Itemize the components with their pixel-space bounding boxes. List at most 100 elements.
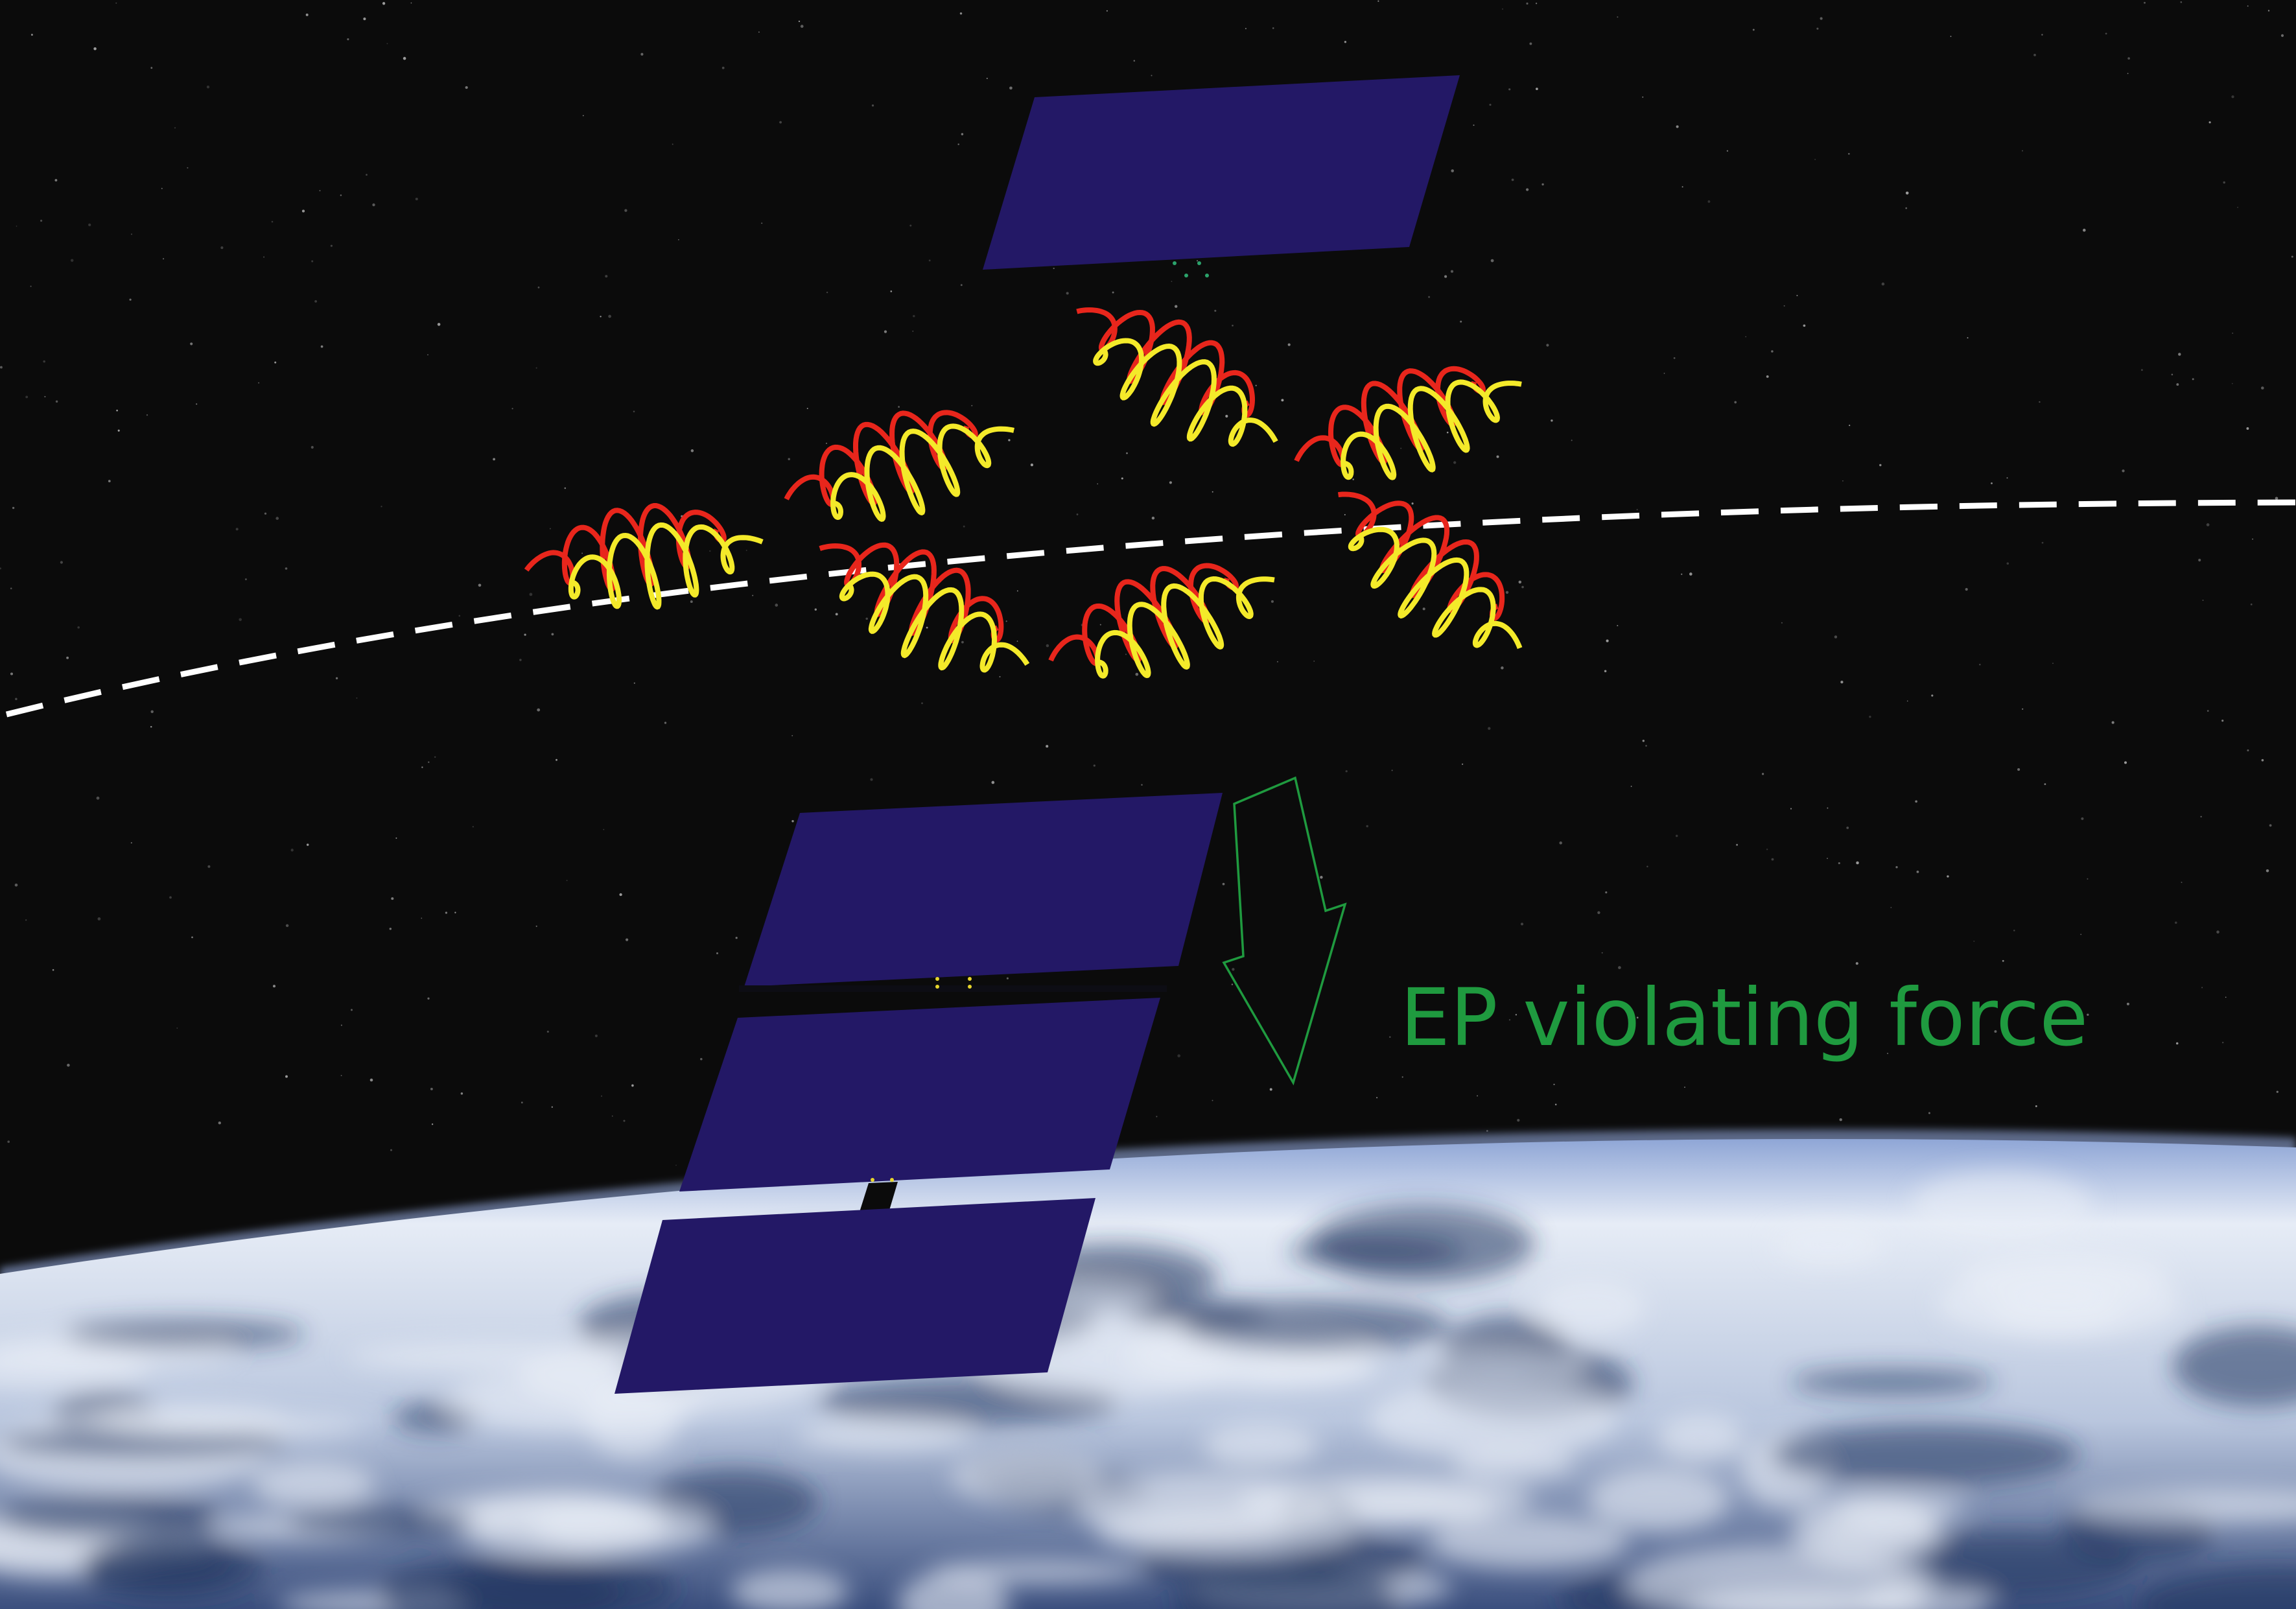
- star: [415, 197, 418, 201]
- star: [1515, 1014, 1517, 1016]
- star: [2006, 477, 2008, 479]
- star: [1006, 977, 1009, 980]
- star: [1734, 401, 1737, 404]
- star: [633, 410, 635, 413]
- star: [600, 1095, 603, 1097]
- star: [1151, 516, 1155, 520]
- star: [1066, 292, 1069, 295]
- star: [1177, 1054, 1181, 1058]
- star: [25, 395, 29, 399]
- star: [957, 143, 959, 145]
- star: [2261, 758, 2264, 762]
- star: [2176, 383, 2179, 386]
- star: [1245, 28, 1247, 30]
- star: [1636, 508, 1638, 511]
- star: [161, 187, 163, 189]
- star: [244, 578, 247, 581]
- star: [626, 938, 629, 941]
- star: [709, 550, 711, 552]
- star: [2178, 353, 2181, 356]
- star: [1967, 337, 1969, 339]
- yellow-wave: [1348, 526, 1523, 650]
- star: [2208, 121, 2211, 124]
- lower-solar-panel-1: [744, 793, 1223, 987]
- star: [791, 820, 794, 823]
- star: [1169, 481, 1172, 484]
- star: [311, 260, 314, 263]
- star: [271, 220, 274, 223]
- star: [2180, 1, 2183, 3]
- star: [1046, 644, 1049, 648]
- star: [115, 2, 117, 4]
- star: [1225, 414, 1228, 418]
- star: [2201, 987, 2203, 989]
- star: [913, 314, 915, 318]
- star: [1453, 461, 1457, 464]
- cloud-patch: [1958, 1251, 2170, 1301]
- star: [1604, 670, 1607, 673]
- star: [1681, 186, 1683, 188]
- star: [921, 702, 923, 705]
- star: [1642, 96, 1644, 98]
- star: [285, 567, 288, 570]
- star: [1571, 440, 1573, 441]
- star: [437, 323, 441, 326]
- upper-panel-connector: [1173, 261, 1209, 277]
- star: [445, 911, 448, 914]
- star: [1849, 425, 1851, 427]
- star: [1009, 86, 1013, 90]
- graviton-wave-packets: [524, 307, 1523, 679]
- star: [605, 275, 608, 278]
- star: [191, 936, 193, 939]
- star: [1151, 75, 1153, 76]
- star: [274, 361, 277, 364]
- star: [1255, 384, 1257, 386]
- cloud-patch: [1233, 1347, 1381, 1386]
- star: [758, 31, 760, 33]
- ocean-patch: [2137, 1567, 2296, 1609]
- star: [0, 567, 2, 570]
- star: [187, 167, 189, 169]
- star: [1707, 200, 1711, 203]
- star: [1444, 275, 1447, 278]
- star: [1766, 848, 1768, 851]
- star: [275, 517, 279, 520]
- star: [1869, 716, 1871, 718]
- yellow-wave: [1095, 576, 1275, 679]
- star: [454, 911, 456, 913]
- star: [2206, 523, 2210, 526]
- star: [1736, 843, 1739, 846]
- star: [1232, 968, 1235, 971]
- star: [1886, 1052, 1889, 1055]
- star: [566, 880, 568, 882]
- star: [1991, 482, 1993, 484]
- star: [2231, 95, 2234, 99]
- cloud-patch: [1911, 1171, 2092, 1239]
- star: [478, 583, 482, 587]
- star: [1905, 191, 1909, 195]
- star: [356, 697, 358, 699]
- star: [619, 893, 622, 897]
- star: [2275, 497, 2278, 500]
- star: [340, 194, 342, 196]
- panel-joint-1: [739, 977, 1167, 992]
- yellow-wave: [568, 522, 764, 610]
- wave-packet: [1048, 563, 1275, 679]
- star: [465, 86, 468, 89]
- star: [1106, 10, 1108, 12]
- star: [1489, 104, 1492, 106]
- star: [603, 828, 605, 830]
- star: [146, 414, 148, 416]
- star: [52, 969, 54, 971]
- star: [335, 677, 338, 679]
- red-wave: [784, 410, 978, 508]
- star: [285, 1075, 288, 1078]
- star: [1214, 309, 1217, 312]
- star: [1947, 875, 1949, 878]
- star: [30, 285, 32, 287]
- yellow-wave: [830, 423, 1014, 522]
- star: [2039, 401, 2041, 403]
- star: [1646, 865, 1648, 867]
- star: [800, 25, 804, 28]
